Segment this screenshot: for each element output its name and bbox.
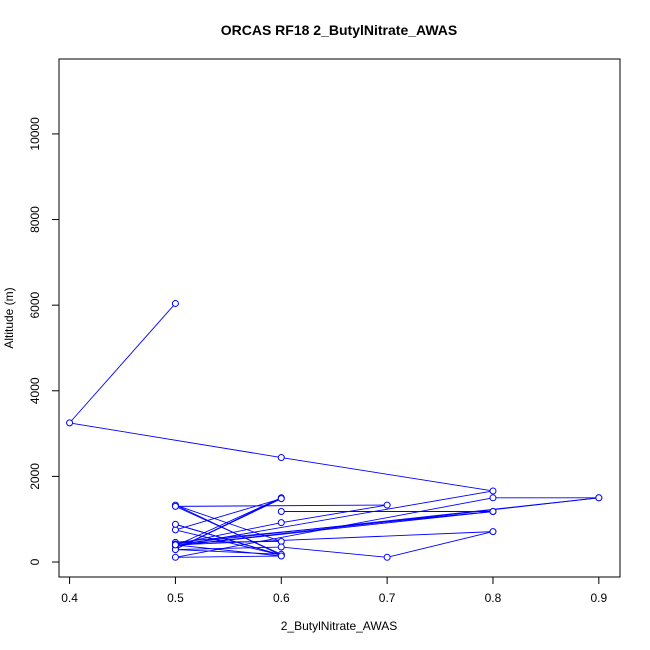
data-point bbox=[489, 508, 497, 516]
data-point bbox=[171, 520, 179, 528]
series-segment bbox=[175, 505, 282, 555]
data-point bbox=[595, 494, 603, 502]
y-tick-label: 4000 bbox=[28, 377, 42, 404]
data-point bbox=[171, 502, 179, 510]
x-axis-label: 2_ButylNitrate_AWAS bbox=[281, 619, 398, 633]
y-tick-label: 2000 bbox=[28, 463, 42, 490]
y-tick-label: 0 bbox=[28, 558, 42, 565]
chart-title: ORCAS RF18 2_ButylNitrate_AWAS bbox=[221, 22, 458, 38]
series-segment bbox=[69, 303, 176, 424]
data-point bbox=[489, 528, 497, 536]
series-segment bbox=[175, 544, 282, 557]
data-point bbox=[277, 519, 285, 527]
x-tick-label: 0.4 bbox=[61, 591, 78, 605]
x-axis: 0.4 0.5 0.6 0.7 0.8 0.9 bbox=[61, 576, 607, 605]
series-segment bbox=[387, 531, 494, 558]
data-point bbox=[489, 494, 497, 502]
series-segment bbox=[175, 497, 494, 558]
y-axis-label: Altitude (m) bbox=[2, 287, 16, 348]
data-point bbox=[171, 541, 179, 549]
x-tick-label: 0.9 bbox=[590, 591, 607, 605]
data-point bbox=[171, 553, 179, 561]
data-point bbox=[277, 454, 285, 462]
series-segment bbox=[69, 422, 282, 459]
x-tick-label: 0.7 bbox=[379, 591, 396, 605]
series-segment bbox=[175, 522, 282, 545]
data-point bbox=[383, 553, 391, 561]
x-tick-label: 0.6 bbox=[273, 591, 290, 605]
data-point bbox=[171, 299, 179, 307]
series-segment bbox=[175, 549, 282, 555]
data-point bbox=[489, 487, 497, 495]
series-segment bbox=[281, 504, 388, 524]
data-point bbox=[277, 508, 285, 516]
data-point bbox=[277, 552, 285, 560]
series-segment bbox=[175, 498, 282, 531]
series-segment bbox=[175, 555, 282, 558]
series-segment bbox=[175, 504, 388, 507]
plot-frame bbox=[58, 58, 621, 578]
y-tick-label: 10000 bbox=[28, 117, 42, 151]
series-segment bbox=[175, 490, 494, 547]
data-point bbox=[66, 419, 74, 427]
y-axis: 0 2000 4000 6000 8000 10000 bbox=[28, 117, 60, 565]
data-series bbox=[66, 299, 603, 561]
y-tick-label: 8000 bbox=[28, 206, 42, 233]
series-segment bbox=[175, 546, 282, 551]
series-segment bbox=[281, 546, 388, 558]
y-tick-label: 6000 bbox=[28, 291, 42, 318]
data-point bbox=[383, 501, 391, 509]
x-tick-label: 0.5 bbox=[167, 591, 184, 605]
x-tick-label: 0.8 bbox=[485, 591, 502, 605]
series-segment bbox=[175, 497, 599, 545]
series-segment bbox=[175, 531, 493, 546]
series-segment bbox=[281, 457, 494, 492]
data-point bbox=[277, 495, 285, 503]
data-point bbox=[277, 543, 285, 551]
